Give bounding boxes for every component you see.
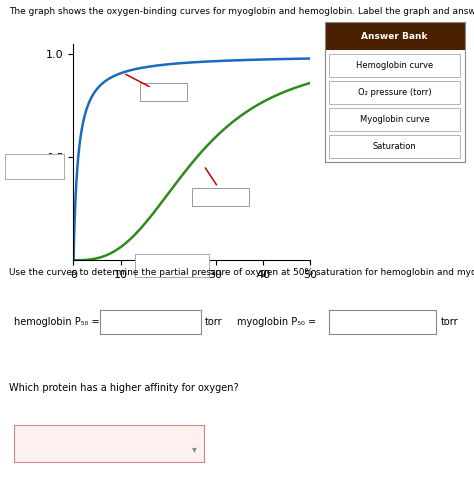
- Bar: [329, 55, 460, 77]
- Bar: [329, 135, 460, 158]
- Text: myoglobin P₅₀ =: myoglobin P₅₀ =: [237, 317, 316, 327]
- Text: Myoglobin curve: Myoglobin curve: [360, 115, 429, 124]
- Text: ▾: ▾: [192, 444, 197, 454]
- Text: torr: torr: [205, 317, 223, 327]
- Text: O₂ pressure (torr): O₂ pressure (torr): [358, 88, 431, 97]
- Text: Use the curves to determine the partial pressure of oxygen at 50% saturation for: Use the curves to determine the partial …: [9, 268, 474, 276]
- Text: Hemoglobin curve: Hemoglobin curve: [356, 61, 433, 70]
- Text: Answer Bank: Answer Bank: [361, 31, 428, 41]
- Text: Which protein has a higher affinity for oxygen?: Which protein has a higher affinity for …: [9, 383, 239, 393]
- Bar: [329, 108, 460, 131]
- Text: Saturation: Saturation: [373, 142, 417, 151]
- Text: torr: torr: [441, 317, 458, 327]
- Bar: [325, 22, 465, 50]
- Bar: [329, 81, 460, 104]
- Text: The graph shows the oxygen-binding curves for myoglobin and hemoglobin. Label th: The graph shows the oxygen-binding curve…: [9, 7, 474, 16]
- FancyBboxPatch shape: [192, 188, 249, 206]
- Text: hemoglobin P₅₀ =: hemoglobin P₅₀ =: [14, 317, 100, 327]
- FancyBboxPatch shape: [140, 82, 187, 101]
